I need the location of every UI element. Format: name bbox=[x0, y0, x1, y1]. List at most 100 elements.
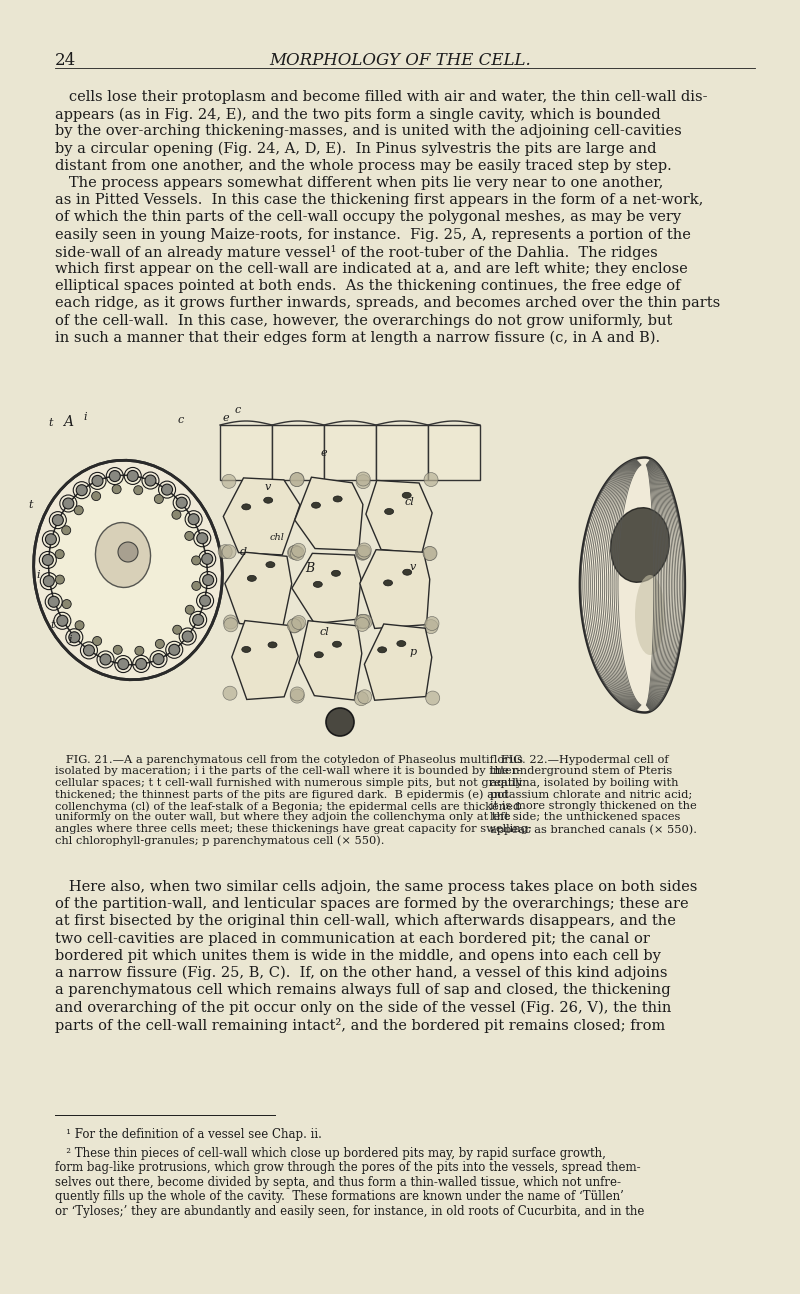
Circle shape bbox=[202, 575, 214, 586]
Circle shape bbox=[186, 606, 194, 615]
Circle shape bbox=[169, 644, 180, 655]
Circle shape bbox=[182, 631, 194, 642]
Text: the underground stem of Pteris: the underground stem of Pteris bbox=[490, 766, 672, 776]
Ellipse shape bbox=[610, 507, 670, 582]
Circle shape bbox=[423, 546, 437, 560]
Circle shape bbox=[193, 615, 204, 625]
Text: c: c bbox=[178, 415, 184, 424]
Polygon shape bbox=[225, 553, 292, 628]
Circle shape bbox=[290, 617, 304, 631]
Ellipse shape bbox=[242, 503, 250, 510]
Text: ² These thin pieces of cell-wall which close up bordered pits may, by rapid surf: ² These thin pieces of cell-wall which c… bbox=[55, 1146, 606, 1159]
Text: bordered pit which unites them is wide in the middle, and opens into each cell b: bordered pit which unites them is wide i… bbox=[55, 949, 661, 963]
Polygon shape bbox=[298, 621, 362, 700]
Circle shape bbox=[62, 498, 74, 509]
Circle shape bbox=[100, 653, 111, 665]
Text: t: t bbox=[48, 418, 53, 428]
Text: or ‘Tyloses;’ they are abundantly and easily seen, for instance, in old roots of: or ‘Tyloses;’ they are abundantly and ea… bbox=[55, 1205, 644, 1218]
Ellipse shape bbox=[50, 476, 206, 664]
Ellipse shape bbox=[264, 497, 273, 503]
Circle shape bbox=[46, 533, 57, 545]
Ellipse shape bbox=[242, 647, 250, 652]
Text: i: i bbox=[83, 411, 86, 422]
Text: potassium chlorate and nitric acid;: potassium chlorate and nitric acid; bbox=[490, 789, 692, 800]
Circle shape bbox=[358, 690, 372, 704]
Circle shape bbox=[185, 532, 194, 541]
Circle shape bbox=[118, 542, 138, 562]
Circle shape bbox=[355, 617, 369, 631]
Circle shape bbox=[136, 659, 146, 669]
Circle shape bbox=[52, 515, 63, 525]
Circle shape bbox=[426, 691, 440, 705]
Circle shape bbox=[57, 615, 68, 626]
Circle shape bbox=[62, 525, 70, 534]
Circle shape bbox=[155, 639, 164, 648]
Circle shape bbox=[173, 625, 182, 634]
Circle shape bbox=[93, 637, 102, 646]
Text: of the cell-wall.  In this case, however, the overarchings do not grow uniformly: of the cell-wall. In this case, however,… bbox=[55, 313, 672, 327]
Text: two cell-cavities are placed in communication at each bordered pit; the canal or: two cell-cavities are placed in communic… bbox=[55, 932, 650, 946]
Polygon shape bbox=[428, 424, 480, 480]
Ellipse shape bbox=[34, 461, 222, 679]
Ellipse shape bbox=[402, 569, 412, 576]
Text: isolated by maceration; i i the parts of the cell-wall where it is bounded by in: isolated by maceration; i i the parts of… bbox=[55, 766, 521, 776]
Text: each ridge, as it grows further inwards, spreads, and becomes arched over the th: each ridge, as it grows further inwards,… bbox=[55, 296, 720, 311]
Circle shape bbox=[55, 575, 64, 584]
Polygon shape bbox=[272, 424, 324, 480]
Text: side-wall of an already mature vessel¹ of the root-tuber of the Dahlia.  The rid: side-wall of an already mature vessel¹ o… bbox=[55, 245, 658, 260]
Circle shape bbox=[222, 475, 236, 488]
Circle shape bbox=[42, 554, 54, 565]
Text: by the over-arching thickening-masses, and is united with the adjoining cell-cav: by the over-arching thickening-masses, a… bbox=[55, 124, 682, 138]
Circle shape bbox=[48, 597, 59, 607]
Text: t: t bbox=[28, 499, 33, 510]
Text: appear as branched canals (× 550).: appear as branched canals (× 550). bbox=[490, 824, 697, 835]
Circle shape bbox=[290, 472, 304, 487]
Text: FIG. 21.—A a parenchymatous cell from the cotyledon of Phaseolus multiflorus: FIG. 21.—A a parenchymatous cell from th… bbox=[55, 754, 523, 765]
Circle shape bbox=[223, 615, 238, 629]
Polygon shape bbox=[223, 477, 300, 555]
Circle shape bbox=[356, 546, 370, 560]
Text: uniformly on the outer wall, but where they adjoin the collenchyma only at the: uniformly on the outer wall, but where t… bbox=[55, 813, 510, 823]
Text: t: t bbox=[50, 620, 54, 630]
Text: a narrow fissure (Fig. 25, B, C).  If, on the other hand, a vessel of this kind : a narrow fissure (Fig. 25, B, C). If, on… bbox=[55, 967, 667, 981]
Text: by a circular opening (Fig. 24, A, D, E).  In Pinus sylvestris the pits are larg: by a circular opening (Fig. 24, A, D, E)… bbox=[55, 141, 657, 157]
Polygon shape bbox=[324, 424, 376, 480]
Text: easily seen in young Maize-roots, for instance.  Fig. 25, A, represents a portio: easily seen in young Maize-roots, for in… bbox=[55, 228, 691, 242]
Circle shape bbox=[69, 631, 80, 643]
Circle shape bbox=[114, 646, 122, 655]
Circle shape bbox=[76, 485, 87, 496]
Circle shape bbox=[192, 556, 201, 565]
Text: d: d bbox=[240, 547, 247, 556]
Circle shape bbox=[223, 686, 237, 700]
Text: The process appears somewhat different when pits lie very near to one another,: The process appears somewhat different w… bbox=[55, 176, 663, 190]
Text: a parenchymatous cell which remains always full of sap and closed, the thickenin: a parenchymatous cell which remains alwa… bbox=[55, 983, 670, 998]
Polygon shape bbox=[376, 424, 428, 480]
Polygon shape bbox=[294, 477, 363, 550]
Text: cells lose their protoplasm and become filled with air and water, the thin cell-: cells lose their protoplasm and become f… bbox=[55, 91, 707, 104]
Circle shape bbox=[145, 475, 156, 487]
Polygon shape bbox=[292, 554, 361, 624]
Text: MORPHOLOGY OF THE CELL.: MORPHOLOGY OF THE CELL. bbox=[269, 52, 531, 69]
Circle shape bbox=[202, 554, 213, 564]
Text: it is more strongly thickened on the: it is more strongly thickened on the bbox=[490, 801, 697, 811]
Circle shape bbox=[92, 492, 101, 501]
Text: in such a manner that their edges form at length a narrow fissure (c, in A and B: in such a manner that their edges form a… bbox=[55, 331, 660, 345]
Text: as in Pitted Vessels.  In this case the thickening first appears in the form of : as in Pitted Vessels. In this case the t… bbox=[55, 193, 703, 207]
Ellipse shape bbox=[397, 641, 406, 647]
Text: and overarching of the pit occur only on the side of the vessel (Fig. 26, V), th: and overarching of the pit occur only on… bbox=[55, 1000, 671, 1014]
Ellipse shape bbox=[311, 502, 321, 509]
Circle shape bbox=[153, 653, 164, 665]
Polygon shape bbox=[360, 550, 430, 629]
Text: i: i bbox=[36, 569, 39, 580]
Circle shape bbox=[424, 472, 438, 487]
Ellipse shape bbox=[331, 571, 341, 576]
Circle shape bbox=[291, 543, 306, 558]
Text: quently fills up the whole of the cavity.  These formations are known under the : quently fills up the whole of the cavity… bbox=[55, 1190, 624, 1203]
Circle shape bbox=[199, 595, 210, 606]
Text: thickened; the thinnest parts of the pits are figured dark.  B epidermis (e) and: thickened; the thinnest parts of the pit… bbox=[55, 789, 509, 800]
Circle shape bbox=[287, 619, 302, 633]
Text: v: v bbox=[410, 562, 416, 572]
Circle shape bbox=[356, 545, 370, 559]
Circle shape bbox=[290, 687, 304, 701]
Ellipse shape bbox=[266, 562, 275, 568]
